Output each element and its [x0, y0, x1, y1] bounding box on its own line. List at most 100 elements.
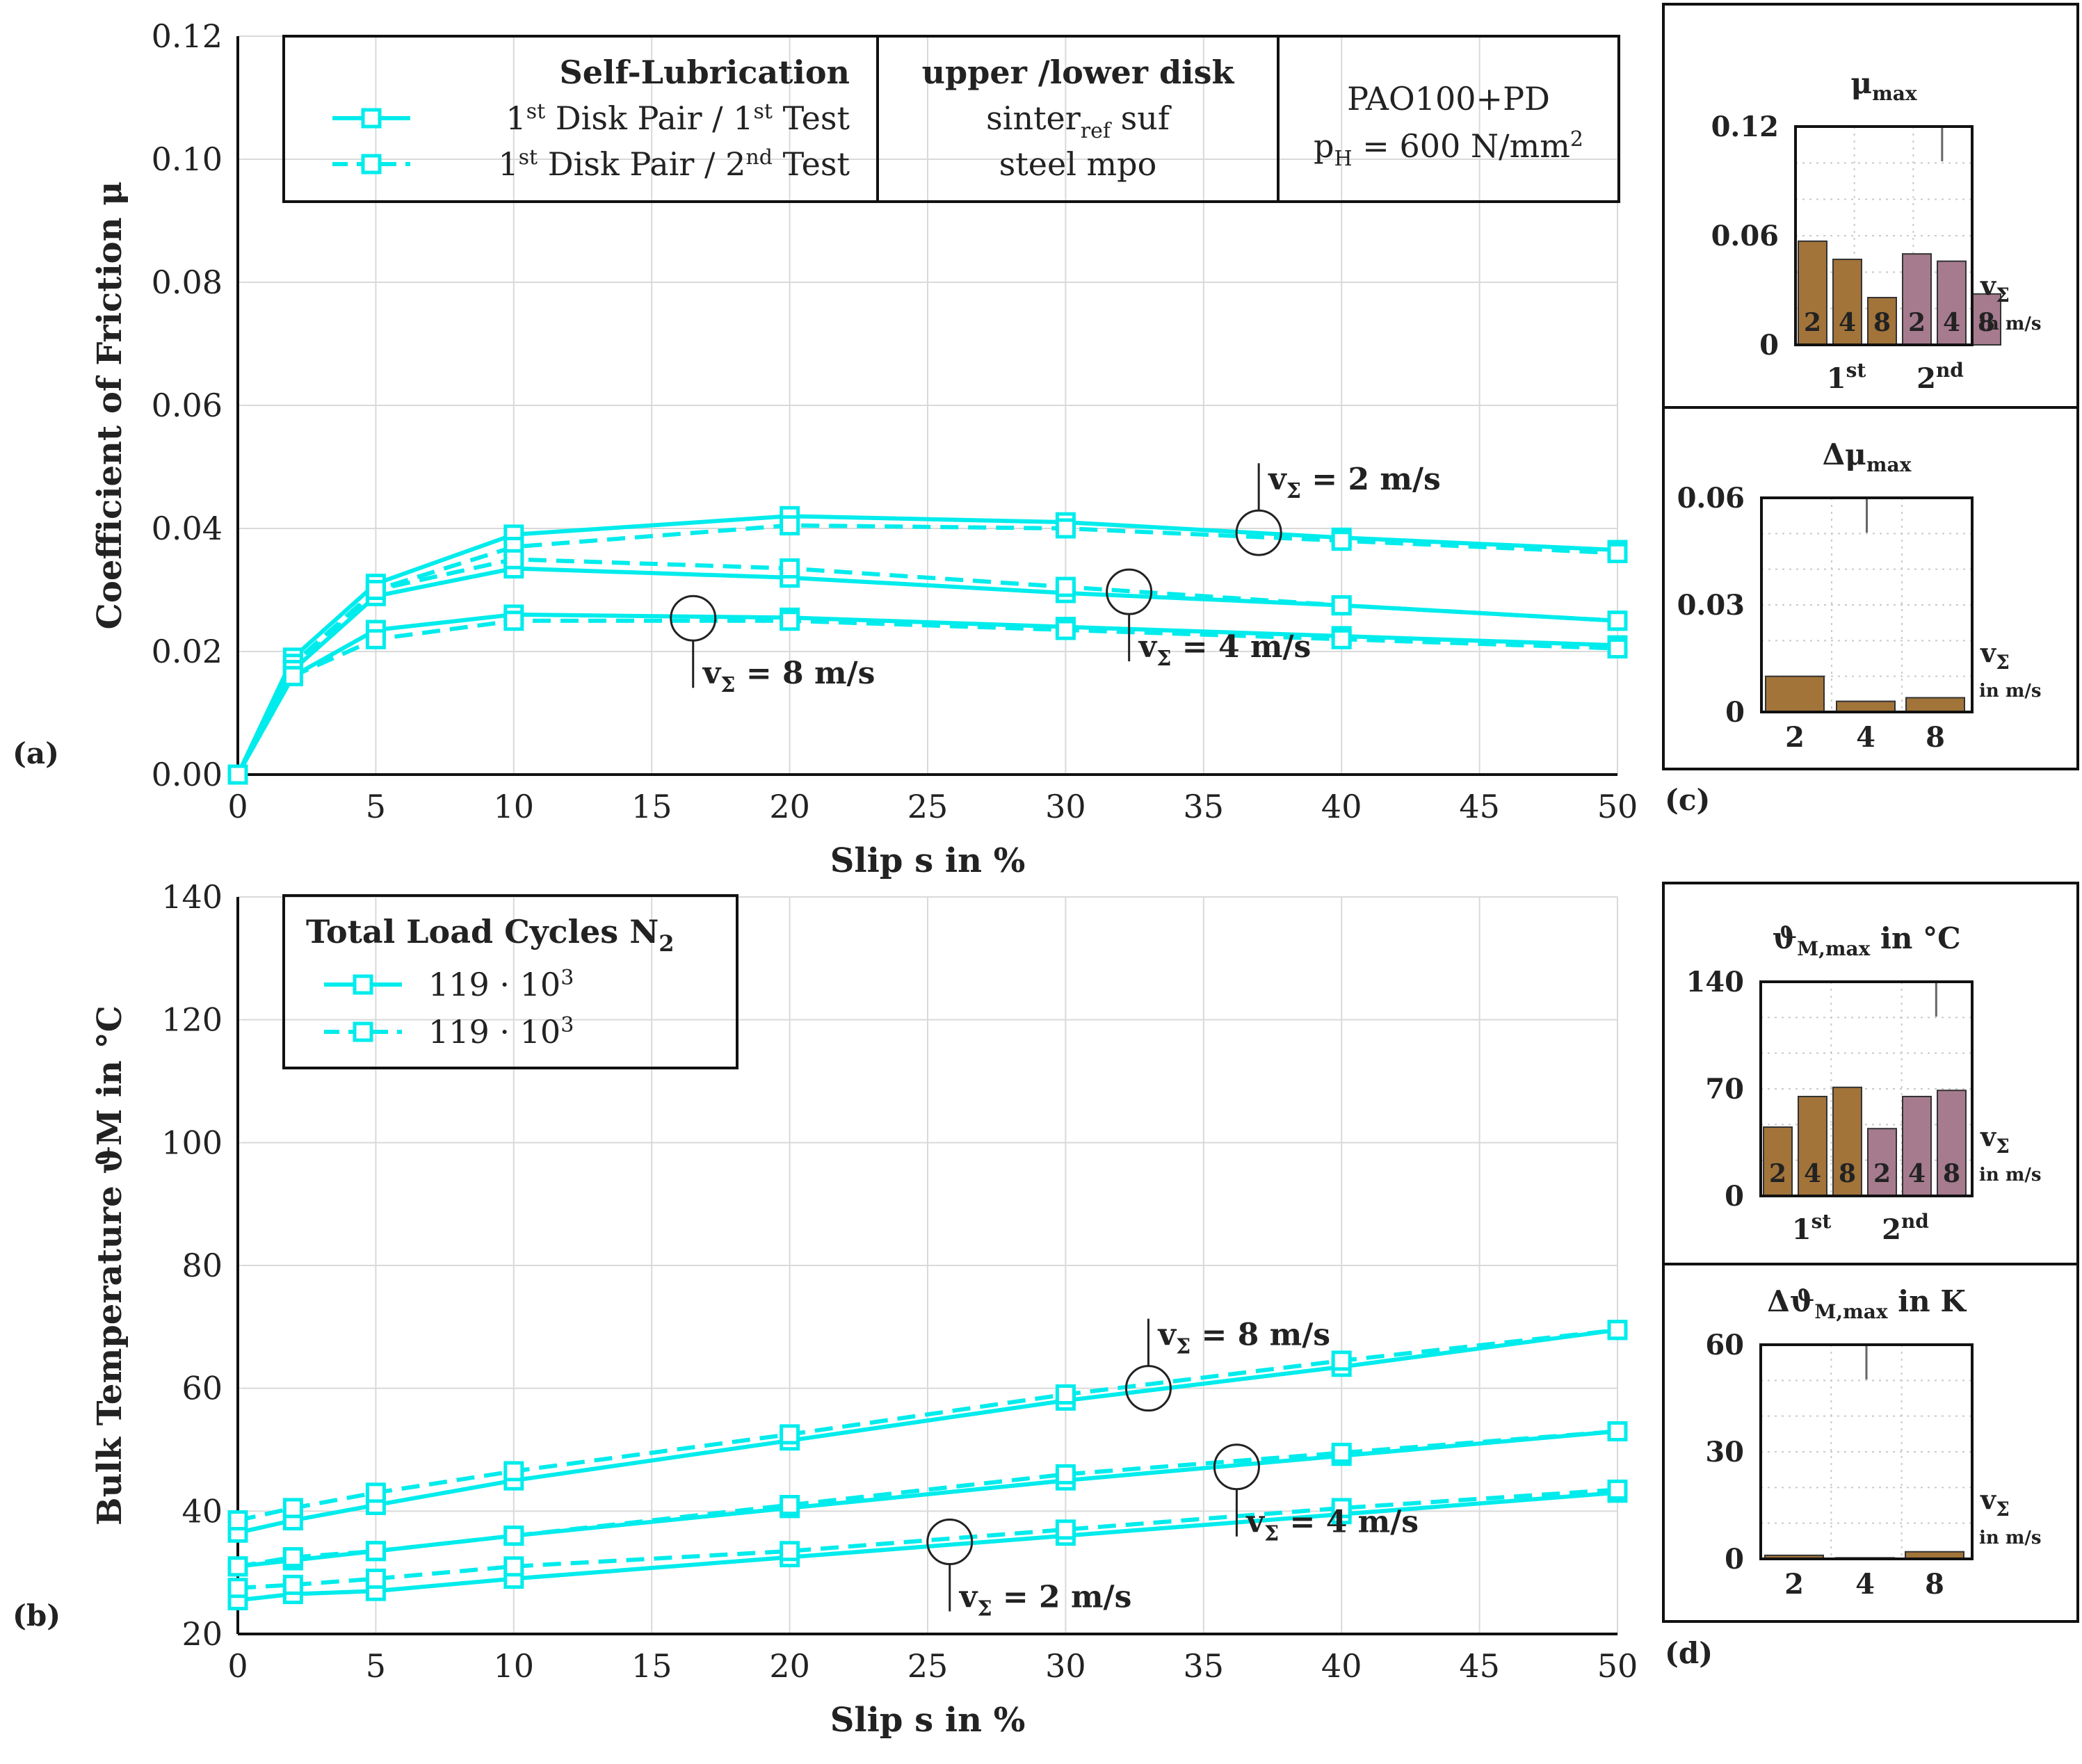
y-tick-label: 0.10: [152, 140, 223, 178]
mini-chart-title: μmax: [1850, 66, 1917, 105]
x-tick-label: 40: [1321, 788, 1362, 825]
y-tick-label: 0.06: [1677, 482, 1745, 515]
data-point-marker: [227, 764, 248, 785]
legend-a-frame: [282, 35, 1620, 203]
data-point-marker: [1055, 1464, 1076, 1484]
group-label: 1st: [1827, 359, 1866, 395]
y-tick-label: 0: [1725, 1543, 1744, 1576]
legend-a-swatch-solid: [332, 108, 410, 129]
mini-chart-delta-theta-max: ΔϑM,max in K 2 4 8 0 30 60 vΣ in m/s: [1705, 1284, 2041, 1601]
annotation-label: vΣ = 8 m/s: [1157, 1318, 1330, 1359]
bar: [1937, 1090, 1967, 1197]
unit-label-line2: in m/s: [1979, 681, 2041, 702]
panel-c-bottom-frame: [1662, 406, 2079, 770]
y-tick-label: 0.02: [152, 633, 223, 670]
mini-chart-title: ϑM,max in °C: [1772, 921, 1960, 960]
panel-d: [1662, 882, 2079, 1623]
annotation-label: vΣ = 4 m/s: [1245, 1505, 1419, 1546]
data-point-marker: [1055, 1384, 1076, 1405]
bar-label: 4: [1804, 1159, 1821, 1188]
unit-label: vΣ: [1980, 1121, 2010, 1158]
data-point-marker: [282, 1547, 303, 1568]
data-point-marker: [365, 1569, 386, 1589]
legend-b-entry-solid: 119 · 103: [428, 966, 574, 1003]
series-line-8ms-dashed: [236, 618, 1618, 776]
data-point-marker: [780, 1424, 800, 1445]
data-point-marker: [365, 1541, 386, 1562]
bar: [1765, 675, 1825, 713]
x-tick-label: 50: [1597, 788, 1638, 825]
unit-label: vΣ: [1980, 637, 2010, 674]
chart-b-temperature: 0 5 10 15 20 25 30 35 40 45 50 20 40 60 80 100 120 140 Sli…: [90, 878, 1638, 1740]
series-line-2ms-dashed: [236, 523, 1618, 776]
y-tick-label: 100: [161, 1124, 223, 1161]
mini-chart-frame: [1794, 125, 1974, 346]
group-label: 2nd: [1882, 1210, 1929, 1246]
y-tick-label: 0.12: [1711, 111, 1779, 143]
x-tick-label: 15: [631, 1647, 672, 1685]
data-point-marker: [780, 515, 800, 536]
data-point-marker: [1607, 610, 1628, 631]
x-tick-label: 8: [1926, 721, 1945, 754]
panel-label-a: (a): [13, 736, 59, 770]
legend-a-swatch-dashed: [332, 154, 410, 175]
mini-chart-title: ΔϑM,max in K: [1767, 1284, 1967, 1323]
bar: [1867, 1128, 1897, 1197]
legend-b-swatch-solid: [324, 974, 402, 995]
unit-label: vΣ: [1980, 1484, 2010, 1521]
bar-label: 8: [1839, 1159, 1856, 1188]
bar-label: 4: [1908, 1159, 1926, 1188]
bar: [1763, 1126, 1793, 1197]
data-point-marker: [227, 1510, 248, 1531]
x-tick-label: 10: [494, 1647, 535, 1685]
series-line-2ms-dashed: [237, 1487, 1618, 1590]
data-point-marker: [503, 1556, 524, 1577]
bar-label: 4: [1943, 308, 1960, 337]
data-point-marker: [1607, 542, 1628, 563]
annotation-label: vΣ = 8 m/s: [702, 656, 875, 697]
x-tick-label: 25: [907, 1647, 949, 1685]
group-label: 2nd: [1916, 359, 1964, 395]
data-point-marker: [227, 1578, 248, 1599]
y-tick-label: 60: [181, 1370, 223, 1407]
legend-b: Total Load Cycles N2 119 · 103 119 · 103: [282, 894, 739, 1069]
data-point-marker: [780, 610, 800, 631]
x-tick-label: 20: [769, 1647, 810, 1685]
bar-label: 8: [1978, 308, 1995, 337]
data-point-marker: [503, 537, 524, 558]
series-line-8ms-solid: [237, 1327, 1618, 1535]
data-point-marker: [503, 549, 524, 569]
x-tick-label: 8: [1925, 1568, 1944, 1601]
x-tick-label: 50: [1597, 1647, 1638, 1685]
data-point-marker: [282, 1574, 303, 1595]
y-tick-label: 140: [1686, 966, 1745, 998]
bar-label: 2: [1804, 308, 1821, 337]
x-axis-label: Slip s in %: [830, 1701, 1026, 1740]
legend-a-disk-title: upper /lower disk: [922, 54, 1235, 91]
panel-c-top-frame: [1662, 3, 2079, 409]
x-tick-label: 20: [769, 788, 810, 825]
bar: [1832, 1086, 1862, 1197]
y-tick-label: 0.06: [152, 387, 223, 424]
data-point-marker: [503, 610, 524, 631]
data-point-marker: [1607, 1479, 1628, 1500]
y-tick-label: 0.06: [1711, 220, 1779, 252]
legend-a-disk-lower: steel mpo: [999, 145, 1157, 183]
legend-b-title: Total Load Cycles N2: [306, 913, 675, 957]
data-point-marker: [780, 1495, 800, 1515]
x-tick-label: 40: [1321, 1647, 1362, 1685]
legend-a-title: Self-Lubrication: [559, 54, 850, 91]
annotation-label: vΣ = 2 m/s: [959, 1580, 1132, 1621]
panel-d-bottom-frame: [1662, 1263, 2079, 1623]
y-tick-label: 60: [1705, 1329, 1744, 1361]
data-point-marker: [1331, 1350, 1352, 1371]
data-point-marker: [1607, 1421, 1628, 1441]
chart-a-friction: 0 5 10 15 20 25 30 35 40 45 50 0.00 0.02 0.04 0.06 0.08…: [90, 17, 1638, 880]
y-tick-label: 120: [161, 1001, 223, 1039]
y-tick-label: 0.00: [152, 756, 223, 793]
series-line-4ms-dashed: [236, 557, 1618, 776]
data-point-marker: [503, 1526, 524, 1546]
